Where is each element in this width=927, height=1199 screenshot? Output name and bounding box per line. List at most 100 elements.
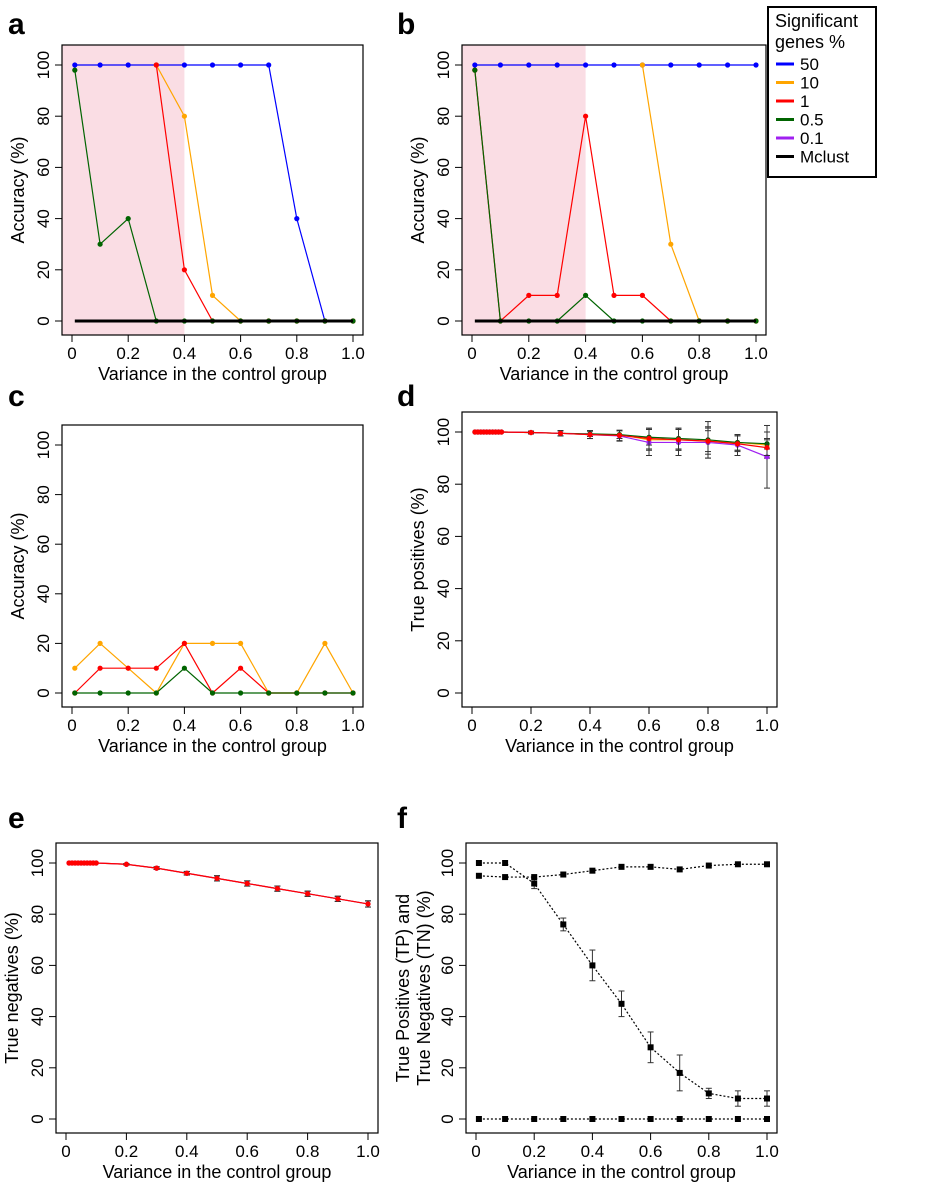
x-tick-label: 1.0 (356, 1142, 380, 1161)
data-point (764, 1095, 770, 1102)
data-point (274, 886, 280, 892)
legend-label: 10 (800, 74, 819, 93)
data-point (526, 62, 532, 68)
panel-label-c: c (8, 380, 25, 413)
data-point (181, 267, 187, 273)
legend-title-line2: genes % (775, 32, 845, 52)
x-tick-label: 0.6 (639, 1142, 663, 1161)
x-tick-label: 0.2 (115, 1142, 139, 1161)
data-point (97, 62, 103, 68)
data-point (502, 860, 509, 866)
data-point (475, 872, 482, 879)
plot-frame (461, 411, 778, 708)
y-axis-label: Accuracy (%) (8, 512, 28, 619)
data-point (97, 241, 103, 247)
data-point (646, 435, 652, 442)
series-0.5 (72, 665, 356, 696)
data-point (97, 690, 103, 696)
x-tick-label: 0.8 (285, 344, 309, 363)
y-axis-label: True positives (%) (408, 487, 428, 631)
data-point (668, 62, 674, 68)
data-point (335, 896, 341, 902)
y-tick-label: 60 (34, 535, 53, 554)
x-tick-label: 0.8 (285, 716, 309, 735)
shaded-region (62, 45, 185, 335)
data-point (589, 867, 596, 874)
data-point (181, 113, 187, 119)
series-line (69, 862, 369, 905)
data-point (611, 62, 617, 68)
y-tick-label: 40 (34, 209, 53, 228)
data-point (554, 292, 560, 298)
data-point (705, 862, 712, 869)
x-tick-label: 0.8 (696, 716, 720, 735)
data-point (72, 67, 78, 73)
data-point (238, 690, 244, 696)
y-tick-label: 60 (438, 956, 457, 975)
data-point (554, 62, 560, 68)
y-tick-label: 40 (434, 579, 453, 598)
x-tick-label: 0.6 (235, 1142, 259, 1161)
legend-label: 0.5 (800, 111, 824, 130)
series-line (478, 863, 767, 878)
series-10 (639, 62, 759, 324)
data-point (502, 874, 509, 881)
y-tick-label: 0 (28, 1114, 47, 1123)
data-point (734, 861, 741, 868)
x-tick-label: 1.0 (744, 344, 768, 363)
plot-frame (61, 424, 364, 708)
y-tick-label: 100 (34, 51, 53, 79)
plot-frame (461, 44, 767, 336)
data-point (498, 429, 505, 435)
y-axis-label-line1: True Positives (TP) and (393, 894, 413, 1082)
panel-label-d: d (397, 380, 415, 413)
y-axis-label: Accuracy (%) (408, 136, 428, 243)
data-point (618, 1000, 625, 1007)
data-point (125, 62, 131, 68)
y-tick-label: 100 (34, 431, 53, 459)
panel-c: 0 0.2 0.4 0.6 0.8 1.0 Variance in the control … (8, 424, 365, 756)
data-point (639, 62, 646, 68)
data-point (696, 62, 702, 68)
x-axis-label: Variance in the control group (98, 736, 327, 756)
data-point (587, 432, 593, 438)
series-10 (66, 860, 371, 908)
data-point (97, 665, 103, 671)
data-point (72, 690, 78, 696)
data-point (475, 860, 482, 866)
panel-label-a: a (8, 8, 25, 41)
series-unnamed (475, 860, 770, 1107)
x-tick-label: 0.6 (229, 716, 253, 735)
data-point (583, 62, 589, 68)
data-point (497, 62, 503, 68)
panel-label-b: b (397, 8, 415, 41)
y-tick-label: 40 (438, 1007, 457, 1026)
data-point (764, 445, 770, 451)
data-point (676, 1069, 683, 1076)
data-point (305, 891, 311, 897)
y-tick-label: 0 (438, 1114, 457, 1123)
series-line (155, 64, 353, 322)
x-axis-label: Variance in the control group (103, 1162, 332, 1182)
data-point (153, 665, 159, 671)
data-point (618, 1116, 625, 1122)
data-point (125, 690, 131, 696)
data-point (365, 901, 371, 907)
y-axis-label-line2: True Negatives (TN) (%) (414, 890, 434, 1085)
y-tick-label: 0 (434, 688, 453, 697)
panel-f: 0 0.2 0.4 0.6 0.8 1.0 Variance in the control … (393, 842, 779, 1182)
data-point (705, 1090, 712, 1097)
data-point (153, 62, 159, 68)
data-point (209, 690, 216, 696)
x-tick-label: 0.8 (697, 1142, 721, 1161)
data-point (764, 861, 770, 868)
y-tick-label: 60 (434, 158, 453, 177)
y-tick-label: 20 (28, 1058, 47, 1077)
data-point (266, 690, 272, 696)
plot-frame (465, 842, 778, 1134)
data-point (676, 866, 683, 873)
x-tick-label: 0.2 (522, 1142, 546, 1161)
legend-box (767, 6, 877, 178)
data-point (589, 962, 596, 969)
